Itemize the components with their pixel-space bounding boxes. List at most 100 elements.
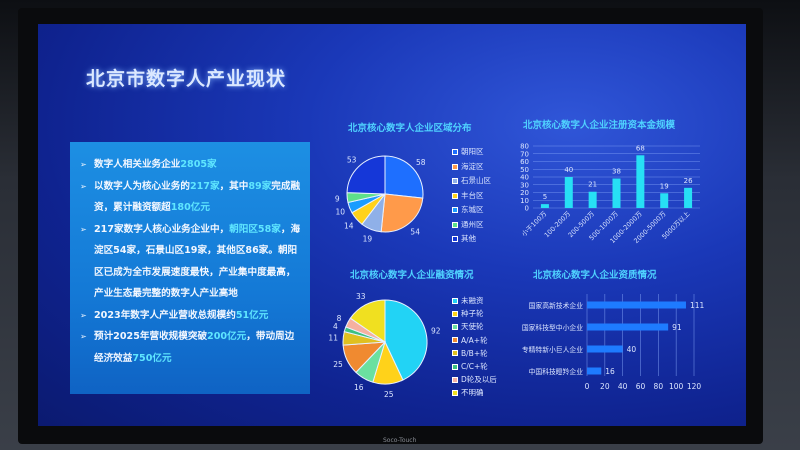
legend-item: 朝阳区 <box>452 145 491 160</box>
highlight-value: 750亿元 <box>132 352 172 364</box>
highlight-value: 217家 <box>189 180 220 192</box>
x-tick-label: 60 <box>636 382 646 391</box>
pie-data-label: 19 <box>363 235 373 244</box>
y-tick-label: 60 <box>520 158 529 166</box>
bullet-text: 预计2025年营收规模突破200亿元，带动周边经济效益750亿元 <box>94 326 302 369</box>
y-tick-label: 70 <box>520 150 529 158</box>
chart-title-capital: 北京核心数字人企业注册资本金规模 <box>523 120 676 131</box>
bar-data-label: 19 <box>660 182 669 190</box>
text-fragment: ，带动周边经济效益 <box>94 331 295 364</box>
pie-slice-未融资 <box>384 299 428 381</box>
legend-label: 不明确 <box>461 388 484 398</box>
legend-swatch <box>452 337 458 344</box>
legend-label: 未融资 <box>461 296 484 305</box>
legend-swatch <box>452 149 458 156</box>
legend-label: 通州区 <box>461 219 484 229</box>
y-tick-label: 20 <box>520 189 529 197</box>
pie-data-label: 92 <box>431 327 441 336</box>
bar-data-label: 26 <box>684 177 693 185</box>
legend-item: 其他 <box>452 232 491 247</box>
x-tick-label: 120 <box>687 382 702 391</box>
legend-label: 其他 <box>461 234 476 243</box>
bar <box>587 323 669 331</box>
legend-swatch <box>452 207 458 214</box>
legend-swatch <box>452 324 458 330</box>
legend-swatch <box>452 236 458 243</box>
legend-label: B/B+轮 <box>461 348 488 358</box>
chart-title-qualification: 北京核心数字人企业资质情况 <box>533 270 657 281</box>
bar <box>636 155 645 208</box>
legend-item: 未融资 <box>452 294 497 307</box>
bar-data-label: 91 <box>672 323 682 332</box>
legend-swatch <box>452 221 458 228</box>
highlight-value: 200亿元 <box>207 331 247 342</box>
y-tick-label: 30 <box>520 181 529 189</box>
pie-data-label: 33 <box>356 292 366 301</box>
bar <box>564 177 573 208</box>
pie-data-label: 16 <box>354 383 364 392</box>
y-tick-label: 80 <box>520 143 529 151</box>
y-tick-label: 0 <box>525 205 529 213</box>
legend-item: 石景山区 <box>452 174 491 189</box>
y-tick-label: 40 <box>520 174 529 182</box>
highlight-value: 89家 <box>248 180 272 192</box>
pie-data-label: 54 <box>410 227 420 236</box>
legend-item: 海淀区 <box>452 160 491 175</box>
x-tick-label: 80 <box>654 382 664 391</box>
bar <box>612 178 621 208</box>
chart-title-funding: 北京核心数字人企业融资情况 <box>350 270 474 281</box>
bar-data-label: 5 <box>543 193 547 201</box>
x-tick-label: 100 <box>669 382 684 391</box>
y-tick-label: 10 <box>520 197 529 205</box>
bar <box>540 204 549 208</box>
legend-label: 朝阳区 <box>461 147 484 156</box>
charts-canvas: 5854191410953922516251148330102030405060… <box>328 143 704 399</box>
y-category-label: 专精特新小巨人企业 <box>522 345 583 354</box>
x-tick-label: 20 <box>600 382 610 391</box>
text-fragment: 2023年数字人产业营收总规模约 <box>94 309 236 321</box>
legend-swatch <box>452 363 458 370</box>
legend-swatch <box>452 390 458 397</box>
text-fragment: ，海淀区54家，石景山区19家，其他区86家。朝阳区已成为全市发展速度最快，产业… <box>94 223 301 300</box>
x-tick-label: 0 <box>585 382 590 391</box>
arrow-bullet-icon: ➢ <box>80 332 87 341</box>
dashboard-screen: 北京市数字人产业现状 ➢ 数字人相关业务企业2805家 ➢ 以数字人为核心业务的217… <box>38 24 746 426</box>
legend-item: D轮及以后 <box>452 373 497 386</box>
pie-slice-其他 <box>346 155 386 195</box>
bar-data-label: 16 <box>605 367 615 376</box>
summary-bullet: ➢ 217家数字人核心业务企业中，朝阳区58家，海淀区54家，石景山区19家，其他… <box>80 219 302 305</box>
bar-data-label: 38 <box>612 168 621 176</box>
bar-data-label: 40 <box>627 345 637 354</box>
summary-bullet: ➢ 数字人相关业务企业2805家 <box>80 154 302 176</box>
device-brand: Soco-Touch <box>383 437 417 444</box>
arrow-bullet-icon: ➢ <box>80 181 87 191</box>
highlight-value: 2805家 <box>180 159 217 170</box>
pie-slice-海淀区 <box>380 193 424 233</box>
pie-data-label: 4 <box>333 322 338 331</box>
legend-label: D轮及以后 <box>461 375 497 385</box>
summary-panel: ➢ 数字人相关业务企业2805家 ➢ 以数字人为核心业务的217家，其中89家完成融资… <box>70 142 310 394</box>
arrow-bullet-icon: ➢ <box>80 224 87 234</box>
legend-item: 不明确 <box>452 386 497 399</box>
highlight-value: 180亿元 <box>170 202 210 213</box>
bar <box>684 187 693 208</box>
legend-item: 丰台区 <box>452 189 491 204</box>
arrow-bullet-icon: ➢ <box>80 160 87 169</box>
bar <box>587 301 686 309</box>
bar <box>588 191 597 208</box>
legend-label: 丰台区 <box>461 190 484 200</box>
legend-swatch <box>452 297 458 304</box>
bar-data-label: 21 <box>588 181 597 189</box>
legend-label: C/C+轮 <box>461 362 488 372</box>
summary-bullet: ➢ 2023年数字人产业营收总规模约51亿元 <box>80 305 302 327</box>
y-category-label: 国家高新技术企业 <box>529 301 584 310</box>
legend-swatch <box>452 350 458 357</box>
legend-region: 朝阳区海淀区 石景山区 丰台区东城区 通州区其他 <box>452 145 491 247</box>
text-fragment: ，其中 <box>219 180 249 192</box>
x-tick-label: 40 <box>618 382 628 391</box>
legend-item: 东城区 <box>452 203 491 218</box>
highlight-value: 朝阳区58家 <box>229 223 281 235</box>
pie-data-label: 14 <box>344 222 354 231</box>
y-tick-label: 50 <box>520 166 529 174</box>
chart-title-region: 北京核心数字人企业区域分布 <box>348 123 472 134</box>
